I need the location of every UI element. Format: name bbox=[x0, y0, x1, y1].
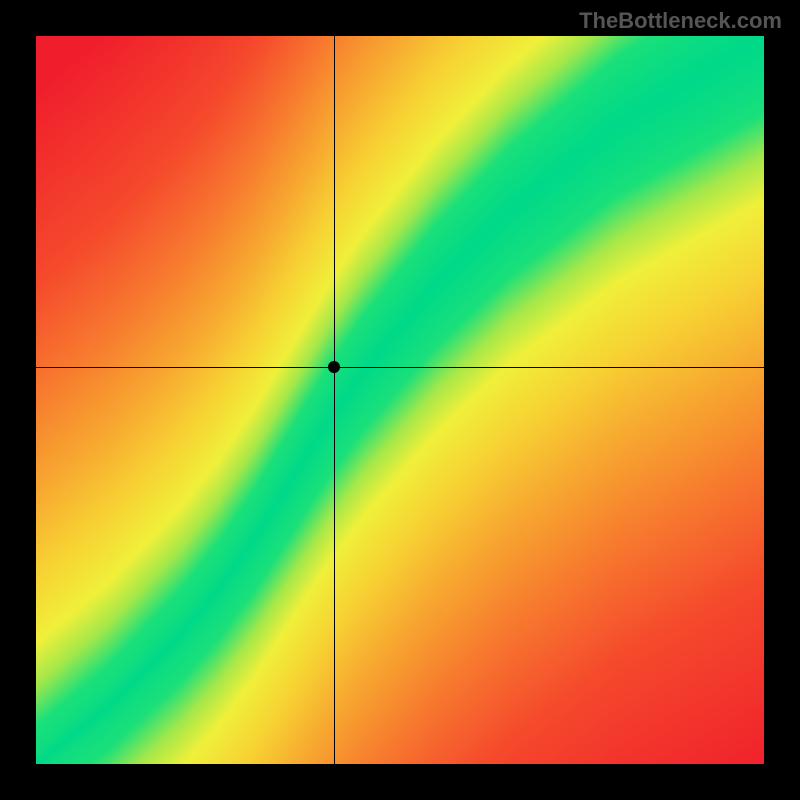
heatmap-plot bbox=[36, 36, 764, 764]
marker-dot bbox=[328, 361, 340, 373]
crosshair-horizontal bbox=[36, 367, 764, 368]
crosshair-vertical bbox=[334, 36, 335, 764]
heatmap-canvas bbox=[36, 36, 764, 764]
watermark-text: TheBottleneck.com bbox=[579, 8, 782, 34]
